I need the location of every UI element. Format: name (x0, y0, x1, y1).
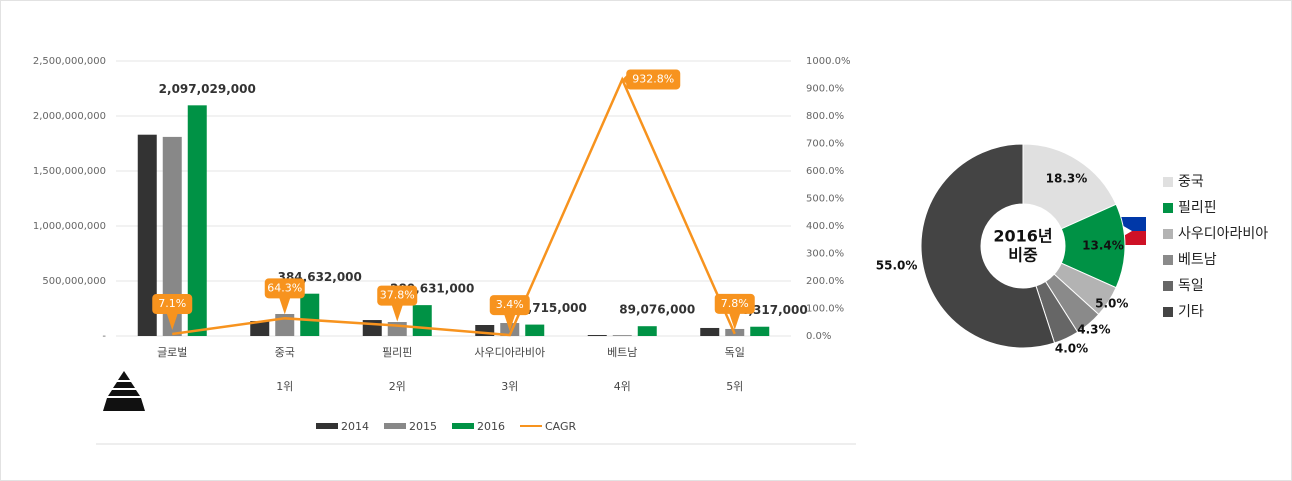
bar (475, 325, 495, 336)
x-tick-label: 필리핀 (382, 346, 412, 359)
bar (412, 305, 432, 336)
bar (300, 293, 320, 336)
y2-tick-label: 300.0% (806, 249, 844, 260)
slice-label: 55.0% (876, 259, 918, 273)
x-tick-label: 독일 (725, 345, 745, 359)
legend-swatch (1163, 281, 1173, 291)
legend-label: 2014 (341, 420, 369, 433)
center-label: 비중 (1008, 246, 1038, 265)
legend-swatch (316, 423, 338, 429)
legend-label: 독일 (1178, 278, 1204, 294)
bar-value-label: 89,076,000 (619, 303, 695, 317)
bar (587, 335, 607, 336)
cagr-label: 7.8% (721, 297, 749, 310)
bar (525, 324, 545, 336)
x-tick-label: 사우디아라비아 (474, 346, 545, 359)
y-tick-label: 500,000,000 (42, 276, 106, 287)
y2-tick-label: 800.0% (806, 111, 844, 122)
legend-label: 중국 (1178, 174, 1204, 190)
legend-swatch (384, 423, 406, 429)
legend-label: 2016 (477, 420, 505, 433)
y-tick-label: 2,000,000,000 (33, 111, 106, 122)
bar (637, 326, 657, 336)
bar (612, 335, 632, 336)
bar (162, 136, 182, 336)
cagr-label-box (728, 311, 741, 330)
y2-tick-label: 200.0% (806, 276, 844, 287)
legend-label: 필리핀 (1178, 200, 1217, 216)
legend-swatch (1163, 177, 1173, 187)
center-label: 2016년 (993, 227, 1052, 246)
slice-label: 13.4% (1082, 239, 1124, 253)
y-tick-label: 1,500,000,000 (33, 166, 106, 177)
rank-label: 5위 (726, 380, 743, 393)
rank-label: 1위 (276, 380, 293, 393)
cagr-label-box (626, 69, 681, 90)
slice-label: 4.0% (1055, 342, 1088, 356)
bar (137, 134, 157, 336)
legend-swatch (452, 423, 474, 429)
y2-tick-label: 600.0% (806, 166, 844, 177)
pyramid-icon (103, 371, 145, 411)
legend-swatch (1163, 229, 1173, 239)
cagr-label-box (714, 293, 755, 314)
y2-tick-label: 500.0% (806, 194, 844, 205)
bar (187, 105, 207, 336)
cagr-label-box (278, 296, 291, 315)
bar (700, 327, 720, 336)
cagr-label-box (377, 285, 418, 306)
cagr-label-box (391, 303, 404, 322)
rank-label: 3위 (501, 380, 518, 393)
y2-tick-label: 1000.0% (806, 56, 851, 67)
y2-tick-label: 900.0% (806, 84, 844, 95)
x-tick-label: 글로벌 (157, 346, 187, 359)
cagr-label: 932.8% (632, 72, 674, 85)
cagr-label: 7.1% (158, 297, 186, 310)
cagr-label-box (489, 295, 530, 316)
legend-label: CAGR (545, 420, 577, 433)
legend-swatch (1163, 255, 1173, 265)
legend-label: 기타 (1178, 304, 1204, 320)
rank-label: 2위 (389, 380, 406, 393)
cagr-label-box (152, 294, 193, 315)
cagr-label-box (166, 312, 179, 331)
y2-tick-label: 700.0% (806, 139, 844, 150)
cagr-label: 37.8% (380, 289, 415, 302)
y-tick-label: 2,500,000,000 (33, 56, 106, 67)
slice-label: 5.0% (1095, 296, 1128, 310)
y-tick-label: - (102, 331, 106, 342)
slice-label: 18.3% (1046, 171, 1088, 185)
y2-tick-label: 400.0% (806, 221, 844, 232)
slice-label: 4.3% (1077, 323, 1110, 337)
y-tick-label: 1,000,000,000 (33, 221, 106, 232)
bar (750, 326, 770, 336)
bar-value-label: 2,097,029,000 (159, 82, 256, 96)
rank-label: 4위 (614, 380, 631, 393)
donut-slice (920, 143, 1056, 349)
y2-tick-label: 100.0% (806, 304, 844, 315)
cagr-label-box (264, 278, 305, 299)
cagr-line (172, 76, 736, 337)
y2-tick-label: 0.0% (806, 331, 831, 342)
legend-label: 사우디아라비아 (1178, 226, 1268, 242)
bar (250, 321, 270, 336)
legend-swatch (1163, 307, 1173, 317)
x-tick-label: 베트남 (607, 346, 637, 359)
cagr-label-box (503, 313, 516, 332)
legend-label: 베트남 (1178, 252, 1217, 268)
cagr-label: 64.3% (267, 281, 302, 294)
x-tick-label: 중국 (275, 346, 295, 359)
cagr-label: 3.4% (496, 298, 524, 311)
donut-slice (1022, 143, 1117, 230)
legend-label: 2015 (409, 420, 437, 433)
legend-swatch (520, 425, 542, 427)
legend-swatch (1163, 203, 1173, 213)
